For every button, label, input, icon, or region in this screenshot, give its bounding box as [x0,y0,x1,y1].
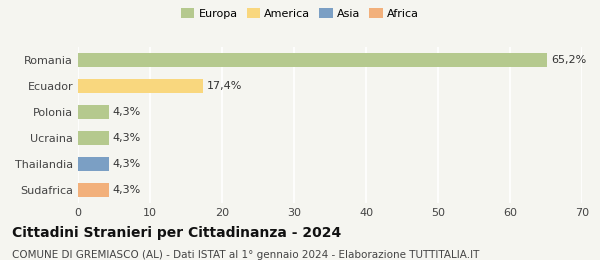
Text: 65,2%: 65,2% [551,55,586,65]
Legend: Europa, America, Asia, Africa: Europa, America, Asia, Africa [179,5,421,21]
Bar [78,183,109,197]
Text: COMUNE DI GREMIASCO (AL) - Dati ISTAT al 1° gennaio 2024 - Elaborazione TUTTITAL: COMUNE DI GREMIASCO (AL) - Dati ISTAT al… [12,250,479,259]
Text: 4,3%: 4,3% [113,107,141,117]
Bar [78,105,109,119]
Bar [78,131,109,145]
Bar [78,157,109,171]
Text: Cittadini Stranieri per Cittadinanza - 2024: Cittadini Stranieri per Cittadinanza - 2… [12,226,341,240]
Text: 4,3%: 4,3% [113,133,141,143]
Text: 4,3%: 4,3% [113,185,141,195]
Bar [78,79,203,93]
Text: 4,3%: 4,3% [113,159,141,169]
Text: 17,4%: 17,4% [207,81,242,91]
Bar [78,53,547,67]
